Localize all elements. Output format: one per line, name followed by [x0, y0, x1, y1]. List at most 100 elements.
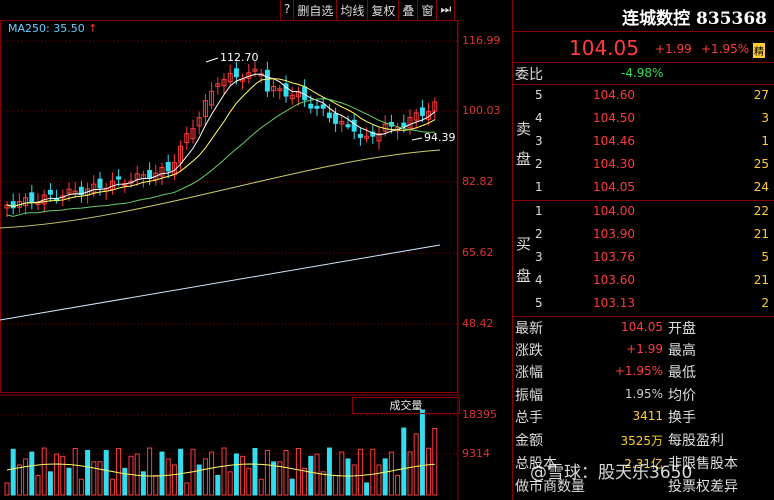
price-axis-tick: 65.62 — [462, 246, 494, 259]
order-price: 103.90 — [593, 227, 635, 241]
adjust-price-button[interactable]: 复权 — [368, 0, 400, 20]
volume-bar — [196, 464, 202, 496]
volume-bar — [395, 474, 401, 496]
volume-bar — [122, 467, 128, 496]
volume-bar — [283, 450, 289, 496]
order-price: 104.00 — [593, 204, 635, 218]
high-marker — [205, 57, 219, 63]
order-price: 103.60 — [593, 273, 635, 287]
order-level: 2 — [535, 157, 543, 171]
order-price: 104.05 — [593, 180, 635, 194]
window-button[interactable]: 窗 — [418, 0, 438, 20]
volume-bar — [407, 451, 413, 496]
divider — [513, 84, 774, 85]
help-button[interactable]: ? — [281, 0, 295, 20]
stat-value: +1.95% — [614, 364, 663, 378]
volume-bar — [10, 448, 16, 496]
watermark: @雪球：股天乐3650 — [530, 463, 693, 483]
ma60-line — [0, 149, 441, 229]
volume-bar — [382, 458, 388, 496]
volume-bar — [54, 453, 60, 496]
candle-body — [326, 112, 332, 119]
candle-body — [153, 172, 159, 181]
candle-body — [10, 201, 16, 209]
price-axis-tick: 100.03 — [462, 104, 501, 117]
candle-body — [165, 162, 171, 172]
stat-key: 涨跌 — [515, 343, 543, 359]
candle-body — [357, 133, 363, 138]
volume-bar — [413, 433, 419, 496]
stat-key: 做市商数量 — [515, 479, 585, 495]
price-change-pct: +1.95% — [701, 42, 750, 56]
divider — [513, 31, 774, 32]
volume-bar — [16, 464, 22, 496]
divider — [513, 200, 774, 201]
volume-bar — [66, 467, 72, 496]
candle-body — [432, 101, 438, 112]
volume-bar — [302, 467, 308, 496]
order-volume: 5 — [761, 250, 769, 264]
volume-bar — [345, 458, 351, 496]
volume-bar — [252, 447, 258, 496]
order-level: 3 — [535, 134, 543, 148]
candle-body — [23, 197, 29, 207]
stat-key-2: 每股盈利 — [668, 433, 724, 449]
divider — [513, 62, 774, 63]
volume-bar — [4, 482, 10, 496]
candle-body — [320, 104, 326, 109]
volume-bar — [41, 447, 47, 496]
stock-title: 连城数控 835368 — [513, 4, 767, 29]
weibi-label: 委比 — [515, 67, 543, 83]
volume-bar — [370, 448, 376, 496]
moving-average-button[interactable]: 均线 — [337, 0, 369, 20]
buy-label: 买 — [516, 235, 532, 253]
price-axis-tick: 116.99 — [462, 34, 501, 47]
volume-axis-tick: 9314 — [462, 447, 490, 460]
candle-body — [209, 90, 215, 106]
ma20-line — [6, 98, 435, 217]
stat-row: 振幅 1.95% 均价 — [513, 385, 774, 407]
low-marker — [411, 137, 423, 141]
stat-value: 104.05 — [621, 320, 663, 334]
volume-bar — [401, 427, 407, 496]
stat-key: 总手 — [515, 410, 543, 426]
order-price: 104.60 — [593, 88, 635, 102]
volume-bar — [339, 451, 345, 496]
candle-body — [147, 169, 153, 179]
candle-body — [233, 68, 239, 78]
candle-body — [339, 120, 345, 125]
high-label: 112.70 — [220, 51, 259, 64]
volume-bar — [357, 448, 363, 496]
volume-bar — [308, 455, 314, 496]
candle-body — [78, 186, 84, 196]
kline-chart-area[interactable]: 112.70 94.39 ? 删自选 均线 复权 叠 窗 ⏭ MA250: 35.… — [0, 0, 512, 500]
volume-bar — [264, 449, 270, 496]
stat-row: 最新 104.05 开盘 — [513, 318, 774, 340]
buy-order-row: 2 103.90 21 — [513, 227, 774, 250]
low-label: 94.39 — [424, 131, 456, 144]
remove-watchlist-button[interactable]: 删自选 — [294, 0, 338, 20]
volume-bar — [215, 474, 221, 496]
candle-body — [196, 117, 202, 127]
overlay-button[interactable]: 叠 — [399, 0, 419, 20]
skip-end-icon[interactable]: ⏭ — [437, 0, 456, 20]
stock-code: 835368 — [696, 9, 767, 29]
price-frame — [0, 20, 458, 393]
stat-key-2: 均价 — [668, 388, 696, 404]
buy-order-row: 4 103.60 21 — [513, 273, 774, 296]
candle-body — [97, 178, 103, 189]
weibi-value: -4.98% — [621, 66, 664, 80]
volume-bar — [29, 451, 35, 496]
order-level: 2 — [535, 227, 543, 241]
volume-bar — [376, 464, 382, 496]
volume-tab[interactable]: 成交量 — [352, 397, 460, 414]
order-volume: 21 — [753, 227, 769, 241]
candle-body — [289, 94, 295, 100]
candle-body — [364, 135, 370, 139]
volume-ma-line — [6, 463, 435, 477]
volume-bar — [60, 455, 66, 496]
volume-bar — [277, 461, 283, 496]
stat-row: 总手 3411 换手 — [513, 407, 774, 429]
order-volume: 22 — [753, 204, 769, 218]
volume-bar — [91, 461, 97, 496]
